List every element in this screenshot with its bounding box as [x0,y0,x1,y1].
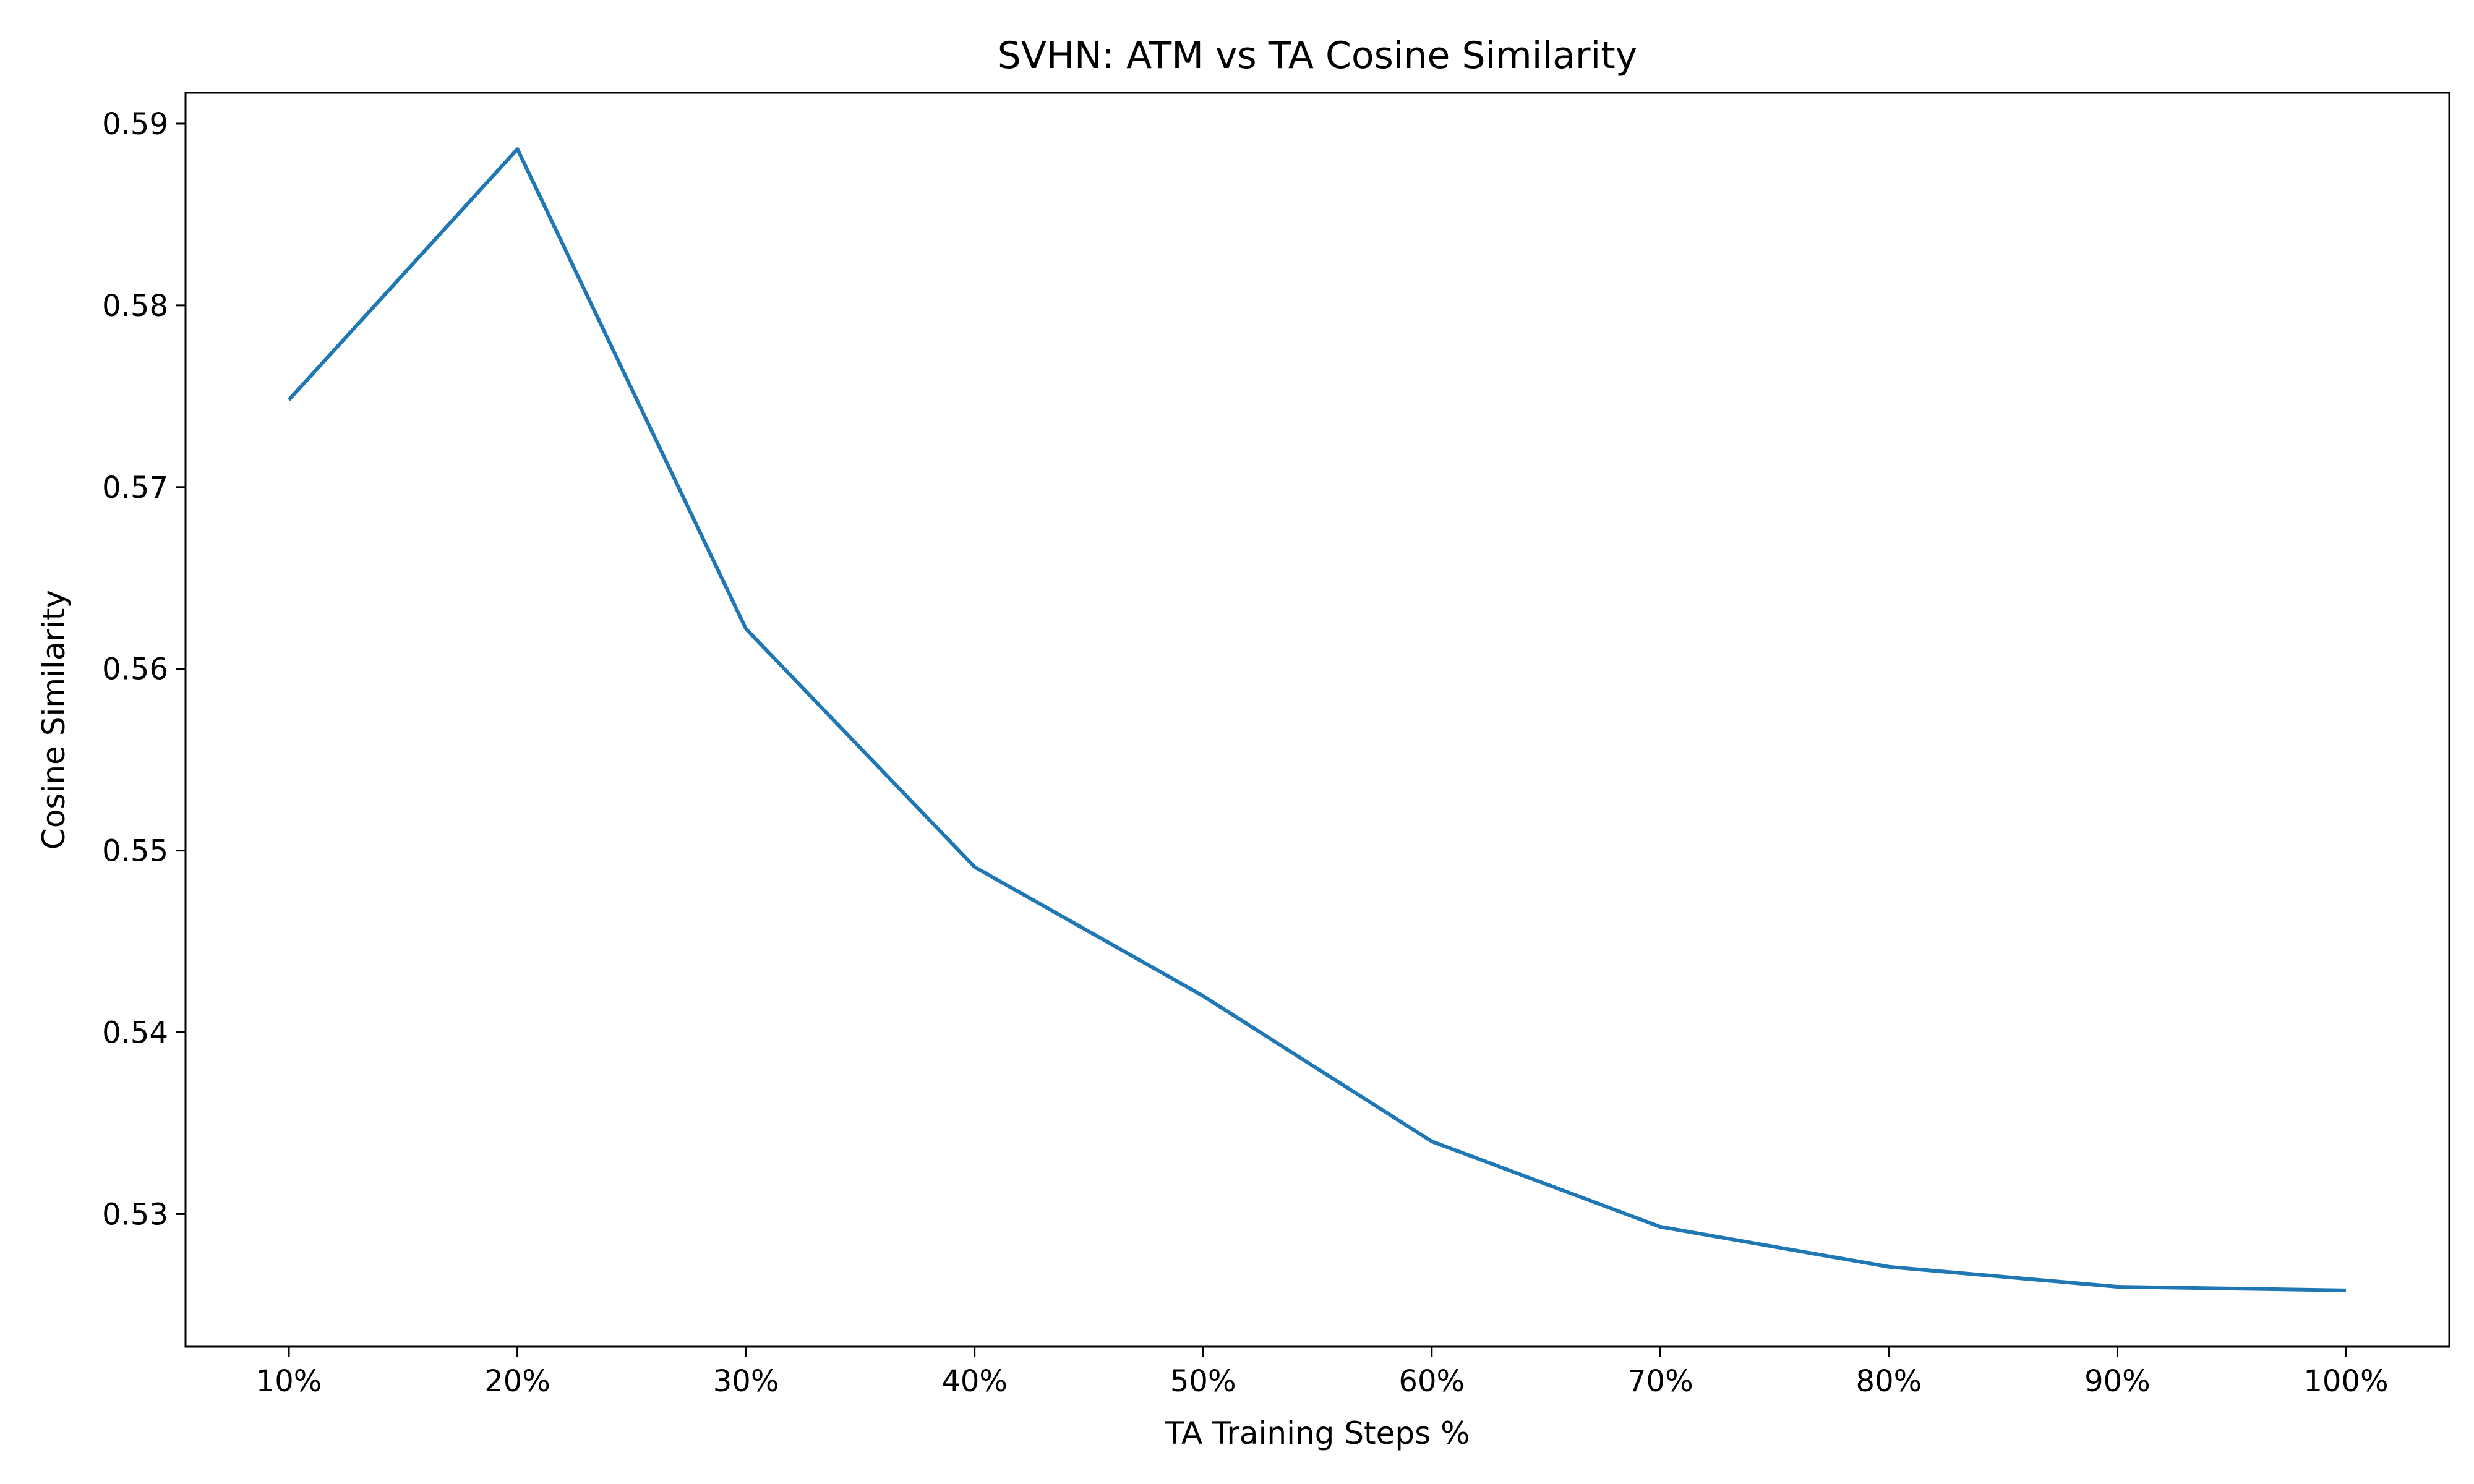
y-tick-label: 0.57 [102,471,168,505]
series-line [287,147,2347,1292]
y-axis-label: Cosine Similarity [36,590,72,850]
x-tick-label: 20% [484,1364,550,1399]
x-axis: 10% 20% 30% 40% 50% 60% 70% 80% 90% 100% [256,1347,2389,1399]
chart-title: SVHN: ATM vs TA Cosine Similarity [998,34,1637,77]
x-tick-label: 60% [1398,1364,1465,1399]
x-tick-label: 70% [1627,1364,1693,1399]
x-tick-label: 10% [256,1364,322,1399]
y-tick-label: 0.58 [102,289,168,323]
y-tick-label: 0.53 [102,1197,168,1232]
x-tick-label: 40% [941,1364,1008,1399]
plot-area-frame [184,92,2450,1348]
x-tick-label: 30% [713,1364,779,1399]
y-tick-label: 0.56 [102,652,168,687]
y-axis: 0.53 0.54 0.55 0.56 0.57 0.58 0.59 [102,107,186,1232]
x-tick-label: 50% [1170,1364,1236,1399]
x-tick-label: 90% [2084,1364,2151,1399]
x-axis-label: TA Training Steps % [1164,1415,1470,1451]
series-layer [287,147,2347,1292]
y-tick-label: 0.59 [102,107,168,142]
x-tick-label: 100% [2303,1364,2388,1399]
x-tick-label: 80% [1856,1364,1922,1399]
y-tick-label: 0.55 [102,834,168,869]
y-tick-label: 0.54 [102,1016,168,1051]
